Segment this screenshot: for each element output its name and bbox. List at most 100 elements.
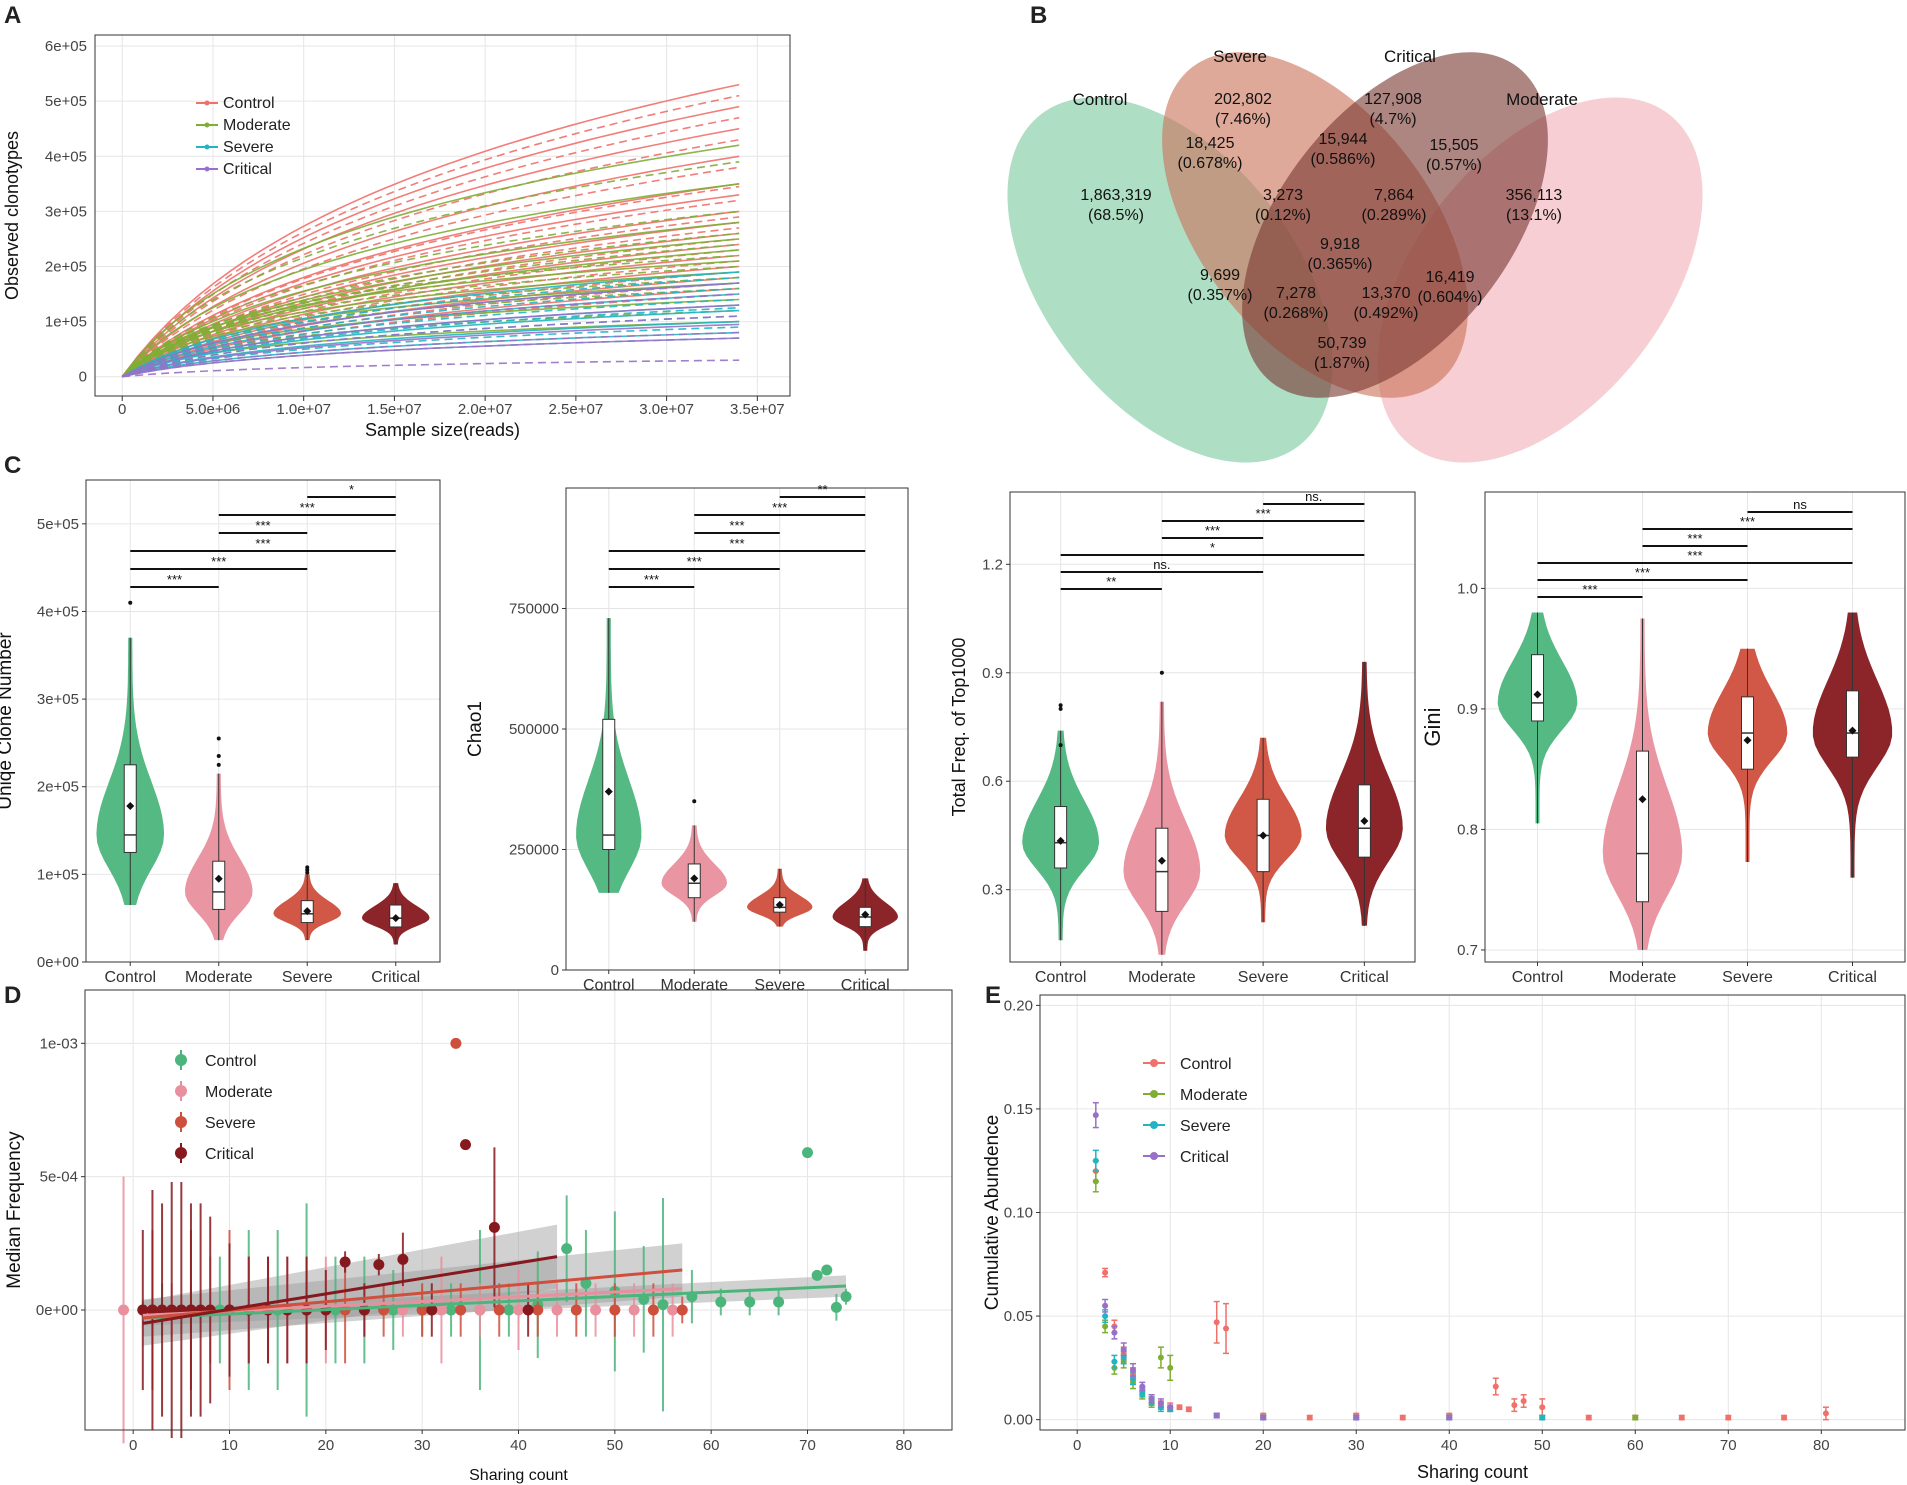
data-point [551, 1304, 563, 1316]
outlier-point [1058, 703, 1063, 708]
venn-region-pct: (4.7%) [1369, 111, 1416, 128]
significance-label: *** [1687, 548, 1702, 563]
data-point [676, 1304, 688, 1316]
legend-key-dot [1150, 1059, 1158, 1067]
x-tick-label: 60 [1627, 1437, 1644, 1454]
rarefaction-curve [121, 155, 740, 378]
x-tick-label: Moderate [1609, 969, 1677, 986]
venn-region-count: 15,505 [1430, 137, 1479, 154]
data-point [590, 1304, 602, 1316]
data-point [1148, 1395, 1155, 1402]
data-point [628, 1304, 640, 1316]
data-point [1176, 1404, 1183, 1411]
data-point [1223, 1325, 1230, 1332]
rarefaction-curve [121, 309, 740, 378]
data-point [416, 1304, 428, 1316]
venn-region-pct: (0.268%) [1264, 305, 1329, 322]
data-point [522, 1304, 534, 1316]
box [1155, 827, 1169, 912]
data-point [397, 1253, 409, 1265]
x-tick-label: Severe [282, 969, 333, 986]
rarefaction-chart: 0 5.0e+06 1.0e+07 1.5e+07 2.0e+07 2.5e+07 3.0e… [2, 34, 791, 440]
trend-line [142, 1255, 558, 1325]
mean-marker [861, 910, 870, 919]
data-point [773, 1296, 785, 1308]
venn-region-count: 3,273 [1263, 187, 1303, 204]
data-point [830, 1301, 842, 1313]
y-tick-label: 0 [79, 369, 87, 386]
significance-label: *** [772, 500, 787, 515]
x-tick-label: 20 [1255, 1437, 1272, 1454]
data-point [1306, 1414, 1313, 1421]
mean-marker [126, 802, 135, 811]
y-tick-label: 2e+05 [37, 779, 79, 796]
significance-label: *** [255, 536, 270, 551]
x-tick-label: 50 [1534, 1437, 1551, 1454]
x-tick-label: Moderate [185, 969, 253, 986]
legend-key-dot [175, 1085, 187, 1097]
data-point [715, 1296, 727, 1308]
y-tick-label: 0.9 [982, 665, 1003, 682]
plot-background [86, 480, 440, 962]
x-axis-title: Sample size(reads) [365, 420, 520, 440]
mean-marker [1157, 856, 1166, 865]
mean-marker [1638, 795, 1647, 804]
legend-key-dot [204, 100, 210, 106]
rarefaction-curve [121, 287, 740, 378]
data-point [358, 1304, 370, 1316]
data-point [488, 1221, 500, 1233]
trend-line [142, 1284, 847, 1320]
y-tick-label: 1e+05 [37, 866, 79, 883]
x-tick-label: 30 [414, 1437, 431, 1454]
y-tick-label: 0e+00 [37, 954, 79, 971]
data-point [647, 1304, 659, 1316]
rarefaction-curve [121, 183, 740, 378]
median-frequency-chart: 0 10 20 30 40 50 60 70 80 0e+00 5e-04 1e-03 Sharing … [4, 989, 953, 1484]
rarefaction-curve [121, 243, 740, 378]
venn-region-count: 7,864 [1374, 187, 1414, 204]
data-point [146, 1304, 158, 1316]
y-tick-label: 0.9 [1457, 701, 1478, 718]
rarefaction-curve [121, 307, 740, 378]
venn-region-count: 13,370 [1362, 285, 1411, 302]
rarefaction-curve [121, 293, 740, 378]
rarefaction-curve [121, 161, 740, 378]
legend-label: Moderate [1180, 1087, 1248, 1104]
data-point [1157, 1400, 1164, 1407]
rarefaction-curve [121, 271, 740, 378]
y-tick-label: 5e+05 [45, 93, 87, 110]
venn-region-pct: (7.46%) [1215, 111, 1271, 128]
y-tick-label: 1.0 [1457, 580, 1478, 597]
data-point [1102, 1302, 1109, 1309]
venn-region-count: 9,918 [1320, 236, 1360, 253]
legend-key-dot [175, 1147, 187, 1159]
data-point [1130, 1366, 1137, 1373]
y-tick-label: 250000 [509, 842, 559, 859]
plot-border [1009, 491, 1416, 963]
rarefaction-curve [121, 83, 740, 378]
outlier-point [1159, 670, 1164, 675]
venn-region-count: 1,863,319 [1080, 187, 1151, 204]
legend-key-dot [175, 1116, 187, 1128]
x-axis-title: Sharing count [1417, 1462, 1528, 1482]
legend-label: Control [1180, 1056, 1232, 1073]
rarefaction-curve [121, 298, 740, 378]
data-point [667, 1304, 679, 1316]
rarefaction-curve [121, 260, 740, 378]
legend-key-dot [204, 144, 210, 150]
rarefaction-curve [121, 199, 740, 378]
violin-chart-C2: Control Moderate Severe Critical02500005000… [465, 482, 909, 994]
rarefaction-curve [121, 127, 740, 378]
significance-label: *** [687, 554, 702, 569]
data-point [445, 1304, 457, 1316]
venn-set-critical [1242, 52, 1548, 398]
legend-key-dot [1150, 1090, 1158, 1098]
data-point [1585, 1414, 1592, 1421]
mean-marker [303, 907, 312, 916]
legend-key-dot [204, 122, 210, 128]
x-tick-label: 1.5e+07 [367, 401, 422, 418]
outlier-point [1058, 706, 1063, 711]
significance-label: *** [729, 518, 744, 533]
x-tick-label: 20 [317, 1437, 334, 1454]
data-point [1092, 1112, 1099, 1119]
